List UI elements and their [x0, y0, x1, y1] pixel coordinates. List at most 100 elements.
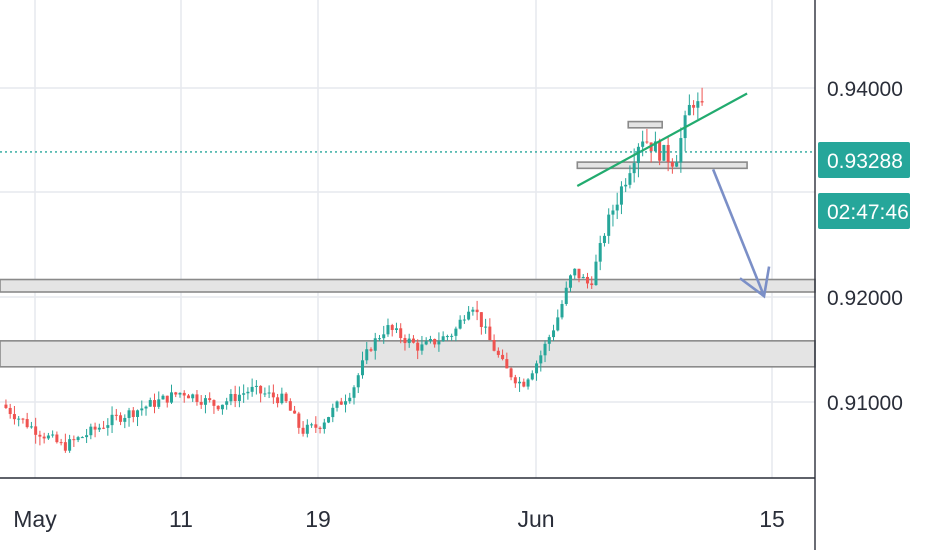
drawings: [576, 92, 771, 299]
candle-body: [666, 144, 670, 163]
grid: [0, 0, 815, 478]
candle-body: [437, 341, 441, 345]
candle-body: [373, 338, 377, 351]
candle-body: [658, 141, 662, 161]
candle-body: [645, 141, 649, 143]
candle-body: [361, 360, 365, 376]
candle-body: [140, 408, 144, 411]
candle-body: [624, 184, 628, 187]
candle-body: [403, 338, 407, 344]
candle-body: [675, 162, 679, 167]
candle-body: [471, 309, 475, 312]
candle-body: [254, 385, 258, 387]
projection-arrow-shaft[interactable]: [711, 168, 766, 297]
candle-body: [97, 427, 101, 430]
candle-body: [242, 393, 246, 395]
candle-body: [386, 325, 390, 335]
candle-body: [76, 437, 80, 441]
candle-body: [8, 407, 12, 415]
candle-body: [399, 328, 403, 339]
candle-body: [394, 328, 398, 330]
candle-body: [492, 340, 496, 351]
candle-body: [271, 392, 275, 398]
y-tick-label: 0.91000: [827, 392, 903, 415]
candle-body: [144, 406, 148, 409]
price-axis[interactable]: 0.94000 0.92000 0.91000 0.93288 02:47:46: [818, 78, 910, 415]
candle-body: [46, 435, 50, 439]
candle-body: [581, 276, 585, 279]
candle-body: [42, 436, 46, 439]
candle-body: [407, 338, 411, 344]
candle-body: [454, 328, 458, 336]
candle-body: [467, 311, 471, 320]
candle-body: [169, 392, 173, 403]
candle-body: [696, 101, 700, 108]
candle-body: [535, 363, 539, 374]
candle-body: [344, 401, 348, 405]
candle-body: [322, 422, 326, 429]
candle-body: [556, 317, 560, 331]
candle-body: [530, 373, 534, 380]
candle-body: [543, 343, 547, 356]
candle-body: [687, 104, 691, 116]
candle-body: [424, 341, 428, 345]
countdown-badge: [818, 193, 910, 229]
candle-body: [573, 268, 577, 276]
candle-body: [165, 395, 169, 403]
resistance-box: [627, 120, 663, 129]
candle-body: [318, 427, 322, 429]
candle-body: [356, 375, 360, 388]
x-tick-label: 11: [169, 506, 193, 532]
candle-body: [216, 405, 220, 410]
candle-body: [450, 335, 454, 337]
candle-body: [607, 214, 611, 236]
candle-body: [25, 419, 29, 428]
candle-body: [619, 186, 623, 205]
candle-body: [505, 359, 509, 369]
candle-body: [212, 400, 216, 406]
candle-body: [611, 210, 615, 215]
candle-body: [182, 392, 186, 396]
candle-body: [63, 442, 67, 451]
candle-body: [208, 398, 212, 401]
candle-body: [21, 418, 25, 420]
candle-body: [327, 417, 331, 423]
candle-body: [513, 377, 517, 384]
candle-body: [34, 426, 38, 435]
x-tick-label: 19: [305, 506, 331, 532]
trendline[interactable]: [576, 92, 748, 187]
candle-body: [348, 397, 352, 402]
candle-body: [127, 410, 131, 418]
time-axis[interactable]: May 11 19 Jun 15: [13, 506, 785, 532]
candle-body: [12, 414, 16, 420]
candle-body: [641, 141, 645, 147]
price-badge-label: 0.93288: [827, 150, 903, 173]
projection-arrow-head[interactable]: [739, 266, 771, 299]
candle-body: [178, 392, 182, 395]
candle-body: [106, 425, 110, 428]
candle-body: [220, 404, 224, 410]
candle-body: [314, 424, 318, 428]
candle-body: [564, 287, 568, 304]
candle-body: [191, 394, 195, 399]
candle-body: [4, 404, 8, 408]
candle-body: [284, 393, 288, 402]
candle-body: [632, 163, 636, 174]
candle-body: [679, 138, 683, 163]
candle-body: [263, 393, 267, 395]
countdown-label: 02:47:46: [827, 201, 909, 224]
candle-body: [293, 410, 297, 414]
candle-body: [331, 407, 335, 418]
candle-body: [484, 326, 488, 328]
candle-body: [148, 400, 152, 407]
candle-body: [72, 439, 76, 441]
candle-body: [560, 303, 564, 318]
candle-body: [305, 424, 309, 434]
candle-body: [488, 326, 492, 341]
candle-body: [80, 437, 84, 439]
candle-body: [93, 426, 97, 430]
y-tick-label: 0.94000: [827, 78, 903, 101]
candle-body: [390, 325, 394, 330]
